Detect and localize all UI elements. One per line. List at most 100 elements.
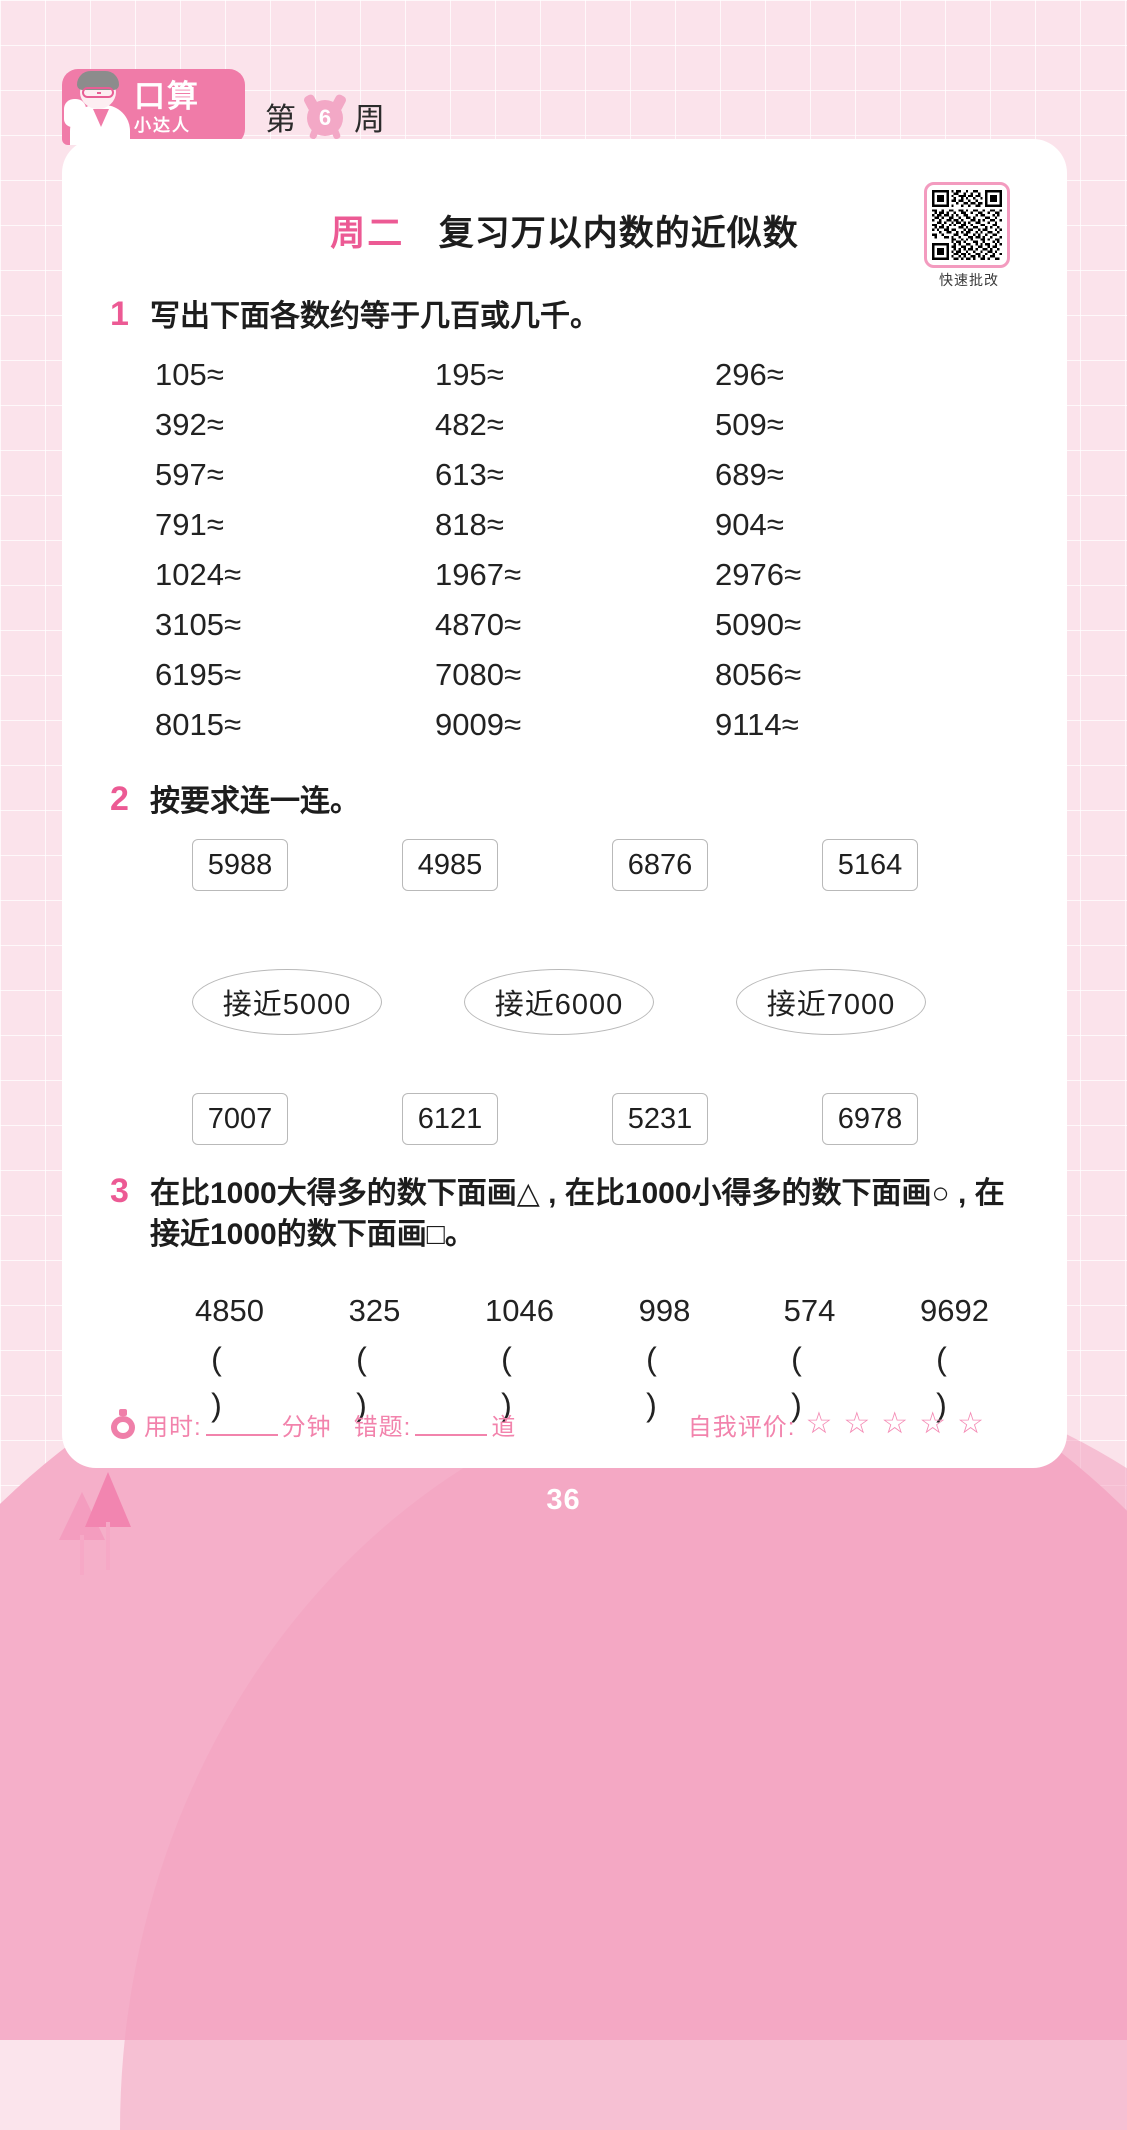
section-2-header: 2 按要求连一连。 <box>110 780 1027 823</box>
number-card[interactable]: 5988 <box>192 839 288 891</box>
time-unit: 分钟 <box>281 1413 332 1441</box>
approximation-item[interactable]: 1024≈ <box>155 557 241 592</box>
number-card[interactable]: 5231 <box>612 1093 708 1145</box>
approximation-item[interactable]: 9114≈ <box>715 707 799 742</box>
marking-answer-paren[interactable]: ( ) <box>211 1341 260 1423</box>
qr-code-icon[interactable] <box>924 182 1010 268</box>
qr-caption: 快速批改 <box>939 272 999 288</box>
footer-rating-section: 自我评价: ☆ ☆ ☆ ☆ ☆ <box>688 1407 1027 1442</box>
worksheet-card: 周二 复习万以内数的近似数 <box>62 139 1067 1468</box>
marking-item: 998 ( ) <box>592 1286 737 1428</box>
approximation-item[interactable]: 105≈ <box>155 357 224 392</box>
time-label: 用时: <box>144 1413 202 1441</box>
rating-star[interactable]: ☆ <box>843 1406 872 1440</box>
marking-answer-paren[interactable]: ( ) <box>936 1341 985 1423</box>
section-3-number: 3 <box>110 1172 129 1210</box>
approximation-item[interactable]: 3105≈ <box>155 607 241 642</box>
section-3-prompt: 在比1000大得多的数下面画△ , 在比1000小得多的数下面画○ , 在接近1… <box>150 1177 1005 1251</box>
rating-stars[interactable]: ☆ ☆ ☆ ☆ ☆ <box>795 1406 985 1440</box>
title-main: 复习万以内数的近似数 <box>438 214 799 253</box>
matching-bottom-row: 7007 6121 5231 6978 <box>192 1093 992 1145</box>
target-ellipse[interactable]: 接近7000 <box>736 969 926 1035</box>
brand-badge: 口算 小达人 <box>62 69 245 145</box>
approximation-item[interactable]: 4870≈ <box>435 607 521 642</box>
marking-item: 325 ( ) <box>302 1286 447 1428</box>
matching-target-row: 接近5000 接近6000 接近7000 <box>192 969 992 1035</box>
week-prefix: 第 <box>265 102 296 137</box>
marking-answer-paren[interactable]: ( ) <box>646 1341 695 1423</box>
approximation-item[interactable]: 195≈ <box>435 357 504 392</box>
footer-time-section: 用时: 分钟 错题: 道 <box>110 1407 516 1442</box>
approximation-item[interactable]: 8056≈ <box>715 657 801 692</box>
approximation-item[interactable]: 818≈ <box>435 507 504 542</box>
approximation-item[interactable]: 2976≈ <box>715 557 801 592</box>
number-card[interactable]: 5164 <box>822 839 918 891</box>
rating-star[interactable]: ☆ <box>805 1406 834 1440</box>
wrong-input-blank[interactable] <box>415 1412 488 1436</box>
approximation-item[interactable]: 392≈ <box>155 407 224 442</box>
approximation-item[interactable]: 5090≈ <box>715 607 801 642</box>
page-title: 周二 复习万以内数的近似数 <box>62 205 1067 256</box>
approximation-item[interactable]: 9009≈ <box>435 707 521 742</box>
approximation-item[interactable]: 509≈ <box>715 407 784 442</box>
target-ellipse[interactable]: 接近5000 <box>192 969 382 1035</box>
approximation-item[interactable]: 1967≈ <box>435 557 521 592</box>
marking-answer-paren[interactable]: ( ) <box>356 1341 405 1423</box>
brand-subtitle: 小达人 <box>134 115 191 135</box>
marking-item: 574 ( ) <box>737 1286 882 1428</box>
section-3-header: 3 在比1000大得多的数下面画△ , 在比1000小得多的数下面画○ , 在接… <box>110 1172 1027 1255</box>
matching-top-row: 5988 4985 6876 5164 <box>192 839 992 891</box>
approximation-item[interactable]: 8015≈ <box>155 707 241 742</box>
section-2-prompt: 按要求连一连。 <box>150 785 360 818</box>
week-suffix: 周 <box>354 102 385 137</box>
worksheet-footer: 用时: 分钟 错题: 道 自我评价: ☆ ☆ ☆ ☆ ☆ <box>110 1404 1027 1444</box>
stopwatch-icon <box>110 1409 136 1439</box>
title-day: 周二 <box>330 214 405 253</box>
wrong-unit: 道 <box>491 1413 517 1441</box>
approximation-item[interactable]: 296≈ <box>715 357 784 392</box>
wrong-label: 错题: <box>353 1413 412 1441</box>
approximation-item[interactable]: 613≈ <box>435 457 504 492</box>
marking-number: 998 <box>638 1293 691 1328</box>
time-input-blank[interactable] <box>205 1412 278 1436</box>
approximation-item[interactable]: 791≈ <box>155 507 224 542</box>
brand-badge-text: 口算 小达人 <box>134 81 245 134</box>
number-card[interactable]: 6121 <box>402 1093 498 1145</box>
marking-number: 4850 <box>195 1293 264 1328</box>
marking-number: 1046 <box>485 1293 554 1328</box>
number-card[interactable]: 7007 <box>192 1093 288 1145</box>
mascot-icon <box>62 69 134 145</box>
rating-star[interactable]: ☆ <box>881 1406 910 1440</box>
rating-star[interactable]: ☆ <box>919 1406 948 1440</box>
marking-number: 574 <box>783 1293 836 1328</box>
brand-title: 口算 <box>134 78 200 114</box>
rating-label: 自我评价: <box>687 1413 796 1441</box>
approximation-item[interactable]: 7080≈ <box>435 657 521 692</box>
week-number: 6 <box>318 104 332 130</box>
marking-item: 4850 ( ) <box>157 1286 302 1428</box>
approximation-problem-grid: 105≈ 195≈ 296≈ 392≈ 482≈ 509≈ 597≈ 613≈ 689≈ 791≈… <box>155 350 1015 750</box>
target-ellipse[interactable]: 接近6000 <box>464 969 654 1035</box>
approximation-item[interactable]: 482≈ <box>435 407 504 442</box>
section-2-number: 2 <box>110 780 129 818</box>
approximation-item[interactable]: 689≈ <box>715 457 784 492</box>
alarm-clock-icon: 6 <box>302 92 348 140</box>
approximation-item[interactable]: 597≈ <box>155 457 224 492</box>
number-card[interactable]: 6876 <box>612 839 708 891</box>
qr-block[interactable]: 快速批改 <box>924 182 1014 290</box>
marking-number: 325 <box>348 1293 401 1328</box>
rating-star[interactable]: ☆ <box>957 1406 985 1440</box>
pine-tree-icon <box>78 1470 138 1570</box>
approximation-item[interactable]: 6195≈ <box>155 657 241 692</box>
section-1-number: 1 <box>110 295 129 333</box>
marking-number: 9692 <box>920 1293 989 1328</box>
number-card[interactable]: 4985 <box>402 839 498 891</box>
marking-answer-paren[interactable]: ( ) <box>791 1341 840 1423</box>
section-1-prompt: 写出下面各数约等于几百或几千。 <box>150 300 600 333</box>
number-card[interactable]: 6978 <box>822 1093 918 1145</box>
week-label: 第 6 周 <box>265 92 385 140</box>
marking-answer-paren[interactable]: ( ) <box>501 1341 550 1423</box>
marking-item: 1046 ( ) <box>447 1286 592 1428</box>
approximation-item[interactable]: 904≈ <box>715 507 784 542</box>
marking-item: 9692 ( ) <box>882 1286 1027 1428</box>
